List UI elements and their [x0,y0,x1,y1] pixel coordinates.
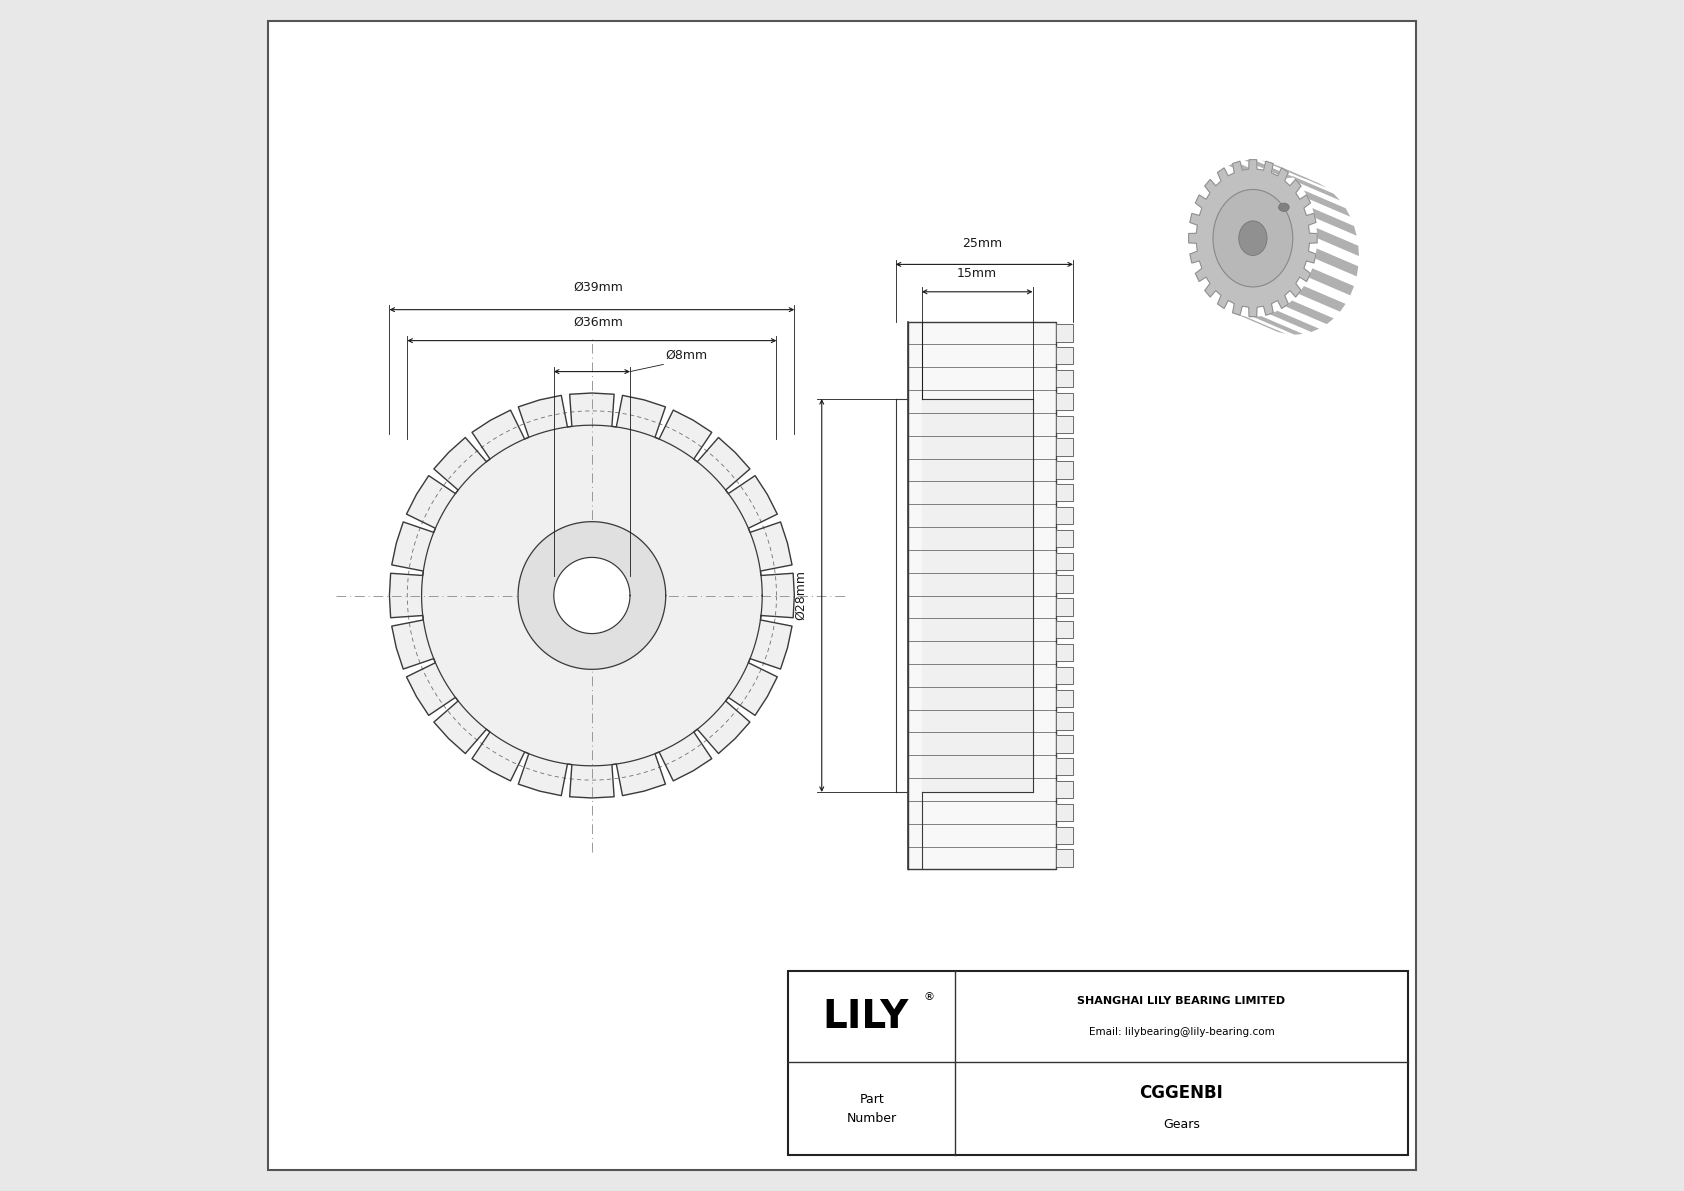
Polygon shape [1056,347,1073,364]
Polygon shape [1056,735,1073,753]
Polygon shape [1056,370,1073,387]
Polygon shape [389,393,795,798]
Polygon shape [1189,160,1317,317]
Text: Ø8mm: Ø8mm [665,349,707,362]
Text: Ø36mm: Ø36mm [573,316,623,329]
Polygon shape [1056,598,1073,616]
Bar [788,971,1408,1155]
Polygon shape [554,557,630,634]
Text: Ø39mm: Ø39mm [573,281,623,294]
Polygon shape [1317,227,1359,256]
Polygon shape [1285,300,1334,324]
Polygon shape [1056,530,1073,547]
Polygon shape [1056,484,1073,501]
Polygon shape [1056,553,1073,570]
Ellipse shape [1239,220,1266,256]
Text: 25mm: 25mm [962,237,1002,250]
Polygon shape [1056,781,1073,798]
Polygon shape [1312,208,1357,236]
Polygon shape [1056,507,1073,524]
Polygon shape [1056,690,1073,707]
Polygon shape [421,425,763,766]
Text: CGGENBI: CGGENBI [1140,1084,1223,1103]
Polygon shape [1056,621,1073,638]
Polygon shape [1236,314,1287,333]
Polygon shape [1298,286,1346,312]
Ellipse shape [1212,189,1293,287]
Polygon shape [1228,162,1278,183]
Polygon shape [1056,324,1073,342]
Polygon shape [1253,316,1303,335]
Text: 15mm: 15mm [957,267,997,280]
Polygon shape [1244,160,1295,179]
Polygon shape [1056,827,1073,844]
Text: LILY: LILY [823,998,909,1035]
Polygon shape [1056,667,1073,684]
Polygon shape [908,322,1056,869]
Polygon shape [1308,268,1354,295]
Polygon shape [1056,712,1073,730]
Text: Email: lilybearing@lily-bearing.com: Email: lilybearing@lily-bearing.com [1088,1027,1275,1037]
Polygon shape [1292,176,1340,200]
Text: ®: ® [923,992,935,1002]
Polygon shape [921,399,1032,792]
Polygon shape [1278,166,1327,188]
Polygon shape [1056,575,1073,593]
Polygon shape [1056,416,1073,434]
Ellipse shape [1278,202,1290,212]
Polygon shape [1056,757,1073,775]
Text: SHANGHAI LILY BEARING LIMITED: SHANGHAI LILY BEARING LIMITED [1078,996,1285,1006]
Text: Ø28mm: Ø28mm [795,570,807,621]
Polygon shape [1056,849,1073,867]
Polygon shape [1056,438,1073,456]
Polygon shape [1315,249,1359,276]
Polygon shape [1303,191,1351,217]
Polygon shape [1270,311,1319,332]
Polygon shape [519,522,665,669]
Polygon shape [1056,644,1073,661]
Text: Gears: Gears [1164,1118,1201,1130]
Polygon shape [1056,393,1073,410]
Text: Part
Number: Part Number [847,1093,898,1124]
Polygon shape [1056,461,1073,479]
Polygon shape [1056,804,1073,821]
Polygon shape [1261,161,1312,180]
